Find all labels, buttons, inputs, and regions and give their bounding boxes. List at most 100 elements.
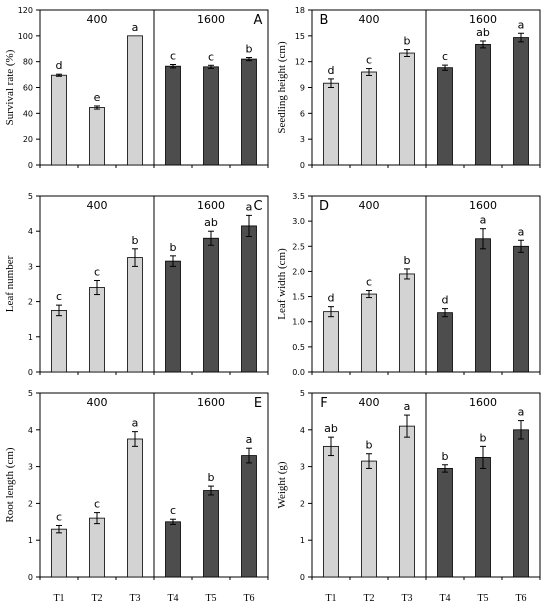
- significance-letter: c: [94, 265, 100, 278]
- y-tick-label: 6: [300, 109, 305, 118]
- significance-letter: e: [94, 91, 101, 104]
- significance-letter: c: [366, 276, 372, 289]
- significance-letter: c: [170, 50, 176, 63]
- bar-t4: [437, 468, 453, 578]
- significance-letter: d: [328, 292, 335, 305]
- bar-t1: [51, 528, 67, 578]
- bar-t5: [475, 238, 491, 373]
- panel-e: 0 1 2 3 4 5 T1 T2 T3 T4 T5 T6 400 1600 E Root length (c…: [4, 389, 269, 604]
- x-tick-label: T6: [243, 593, 254, 604]
- significance-letter: b: [246, 43, 253, 56]
- significance-letter: a: [518, 225, 525, 238]
- significance-letter: b: [170, 241, 177, 254]
- significance-letter: c: [170, 504, 176, 517]
- y-tick-label: 2: [300, 499, 305, 508]
- bar-t5: [203, 490, 219, 578]
- significance-letter: b: [404, 35, 411, 48]
- group-label: 400: [87, 13, 108, 26]
- bar-t1: [323, 311, 339, 373]
- x-tick-label: T2: [91, 593, 102, 604]
- significance-letter: c: [56, 510, 62, 523]
- significance-letter: b: [366, 439, 373, 452]
- y-tick-label: 20: [23, 135, 33, 144]
- y-tick-label: 1: [28, 333, 33, 342]
- panel-b: 0 3 6 9 12 15 18 400 1600 B Seedling height (cm) d c…: [276, 6, 541, 170]
- y-tick-label: 3.0: [292, 217, 305, 226]
- bar-t5: [475, 456, 491, 578]
- significance-letter: b: [404, 254, 411, 267]
- significance-letter: d: [56, 59, 63, 72]
- y-tick-label: 40: [23, 109, 33, 118]
- y-tick-label: 1: [300, 536, 305, 545]
- significance-letter: d: [442, 294, 449, 307]
- y-tick-label: 9: [300, 84, 305, 93]
- bar-t1: [51, 74, 67, 166]
- panel-letter: E: [254, 396, 262, 411]
- significance-letter: c: [94, 498, 100, 511]
- y-tick-label: 0: [300, 573, 305, 582]
- y-tick-label: 1.5: [292, 293, 305, 302]
- x-tick-label: T4: [167, 593, 178, 604]
- bar-t6: [241, 455, 257, 578]
- y-tick-label: 0: [28, 161, 33, 170]
- group-label: 1600: [197, 199, 225, 212]
- bar-t2: [89, 517, 105, 578]
- bar-t3: [399, 425, 415, 578]
- bar-t3: [127, 257, 143, 373]
- significance-letter: a: [246, 200, 253, 213]
- y-tick-label: 15: [295, 32, 305, 41]
- y-axis-label: Root length (cm): [4, 447, 16, 522]
- group-label: 400: [359, 13, 380, 26]
- y-tick-label: 3: [28, 262, 33, 271]
- y-tick-label: 2.0: [292, 267, 305, 276]
- bar-t3: [127, 438, 143, 578]
- bar-t1: [51, 309, 67, 373]
- bar-t5: [203, 66, 219, 166]
- y-tick-label: 80: [23, 58, 33, 67]
- y-tick-label: 60: [23, 84, 33, 93]
- bar-t4: [437, 312, 453, 373]
- bar-t2: [361, 460, 377, 578]
- y-tick-label: 3: [28, 463, 33, 472]
- y-tick-label: 100: [18, 32, 33, 41]
- x-tick-label: T3: [129, 593, 140, 604]
- group-label: 400: [359, 396, 380, 409]
- bar-t6: [241, 58, 257, 166]
- x-tick-label: T6: [515, 593, 526, 604]
- panel-a: 0 20 40 60 80 100 120 400 1600 A Survival rate (%)…: [4, 6, 269, 170]
- bar-t1: [323, 82, 339, 166]
- x-tick-label: T2: [363, 593, 374, 604]
- panel-letter: B: [320, 13, 329, 28]
- y-tick-label: 3: [300, 135, 305, 144]
- x-tick-label: T1: [325, 593, 336, 604]
- significance-letter: b: [480, 431, 487, 444]
- y-tick-label: 5: [300, 389, 305, 398]
- x-tick-label: T4: [439, 593, 450, 604]
- bar-t2: [89, 107, 105, 166]
- significance-letter: c: [366, 54, 372, 67]
- y-tick-label: 3.5: [292, 192, 305, 201]
- y-tick-label: 12: [295, 58, 305, 67]
- significance-letter: a: [480, 214, 487, 227]
- bar-t6: [513, 37, 529, 166]
- group-label: 400: [87, 396, 108, 409]
- significance-letter: ab: [476, 26, 490, 39]
- panel-letter: F: [320, 396, 327, 411]
- y-tick-label: 0.0: [292, 368, 305, 377]
- significance-letter: ab: [204, 216, 218, 229]
- y-tick-label: 1: [28, 536, 33, 545]
- bar-t1: [323, 445, 339, 578]
- bar-t6: [241, 225, 257, 373]
- y-tick-label: 4: [28, 227, 33, 236]
- bar-t4: [165, 260, 181, 373]
- bar-t2: [361, 71, 377, 166]
- x-tick-label: T5: [477, 593, 488, 604]
- significance-letter: c: [208, 50, 214, 63]
- bar-t6: [513, 429, 529, 578]
- bar-t2: [361, 293, 377, 373]
- y-tick-label: 120: [18, 6, 33, 15]
- significance-letter: b: [132, 234, 139, 247]
- bar-t5: [203, 237, 219, 373]
